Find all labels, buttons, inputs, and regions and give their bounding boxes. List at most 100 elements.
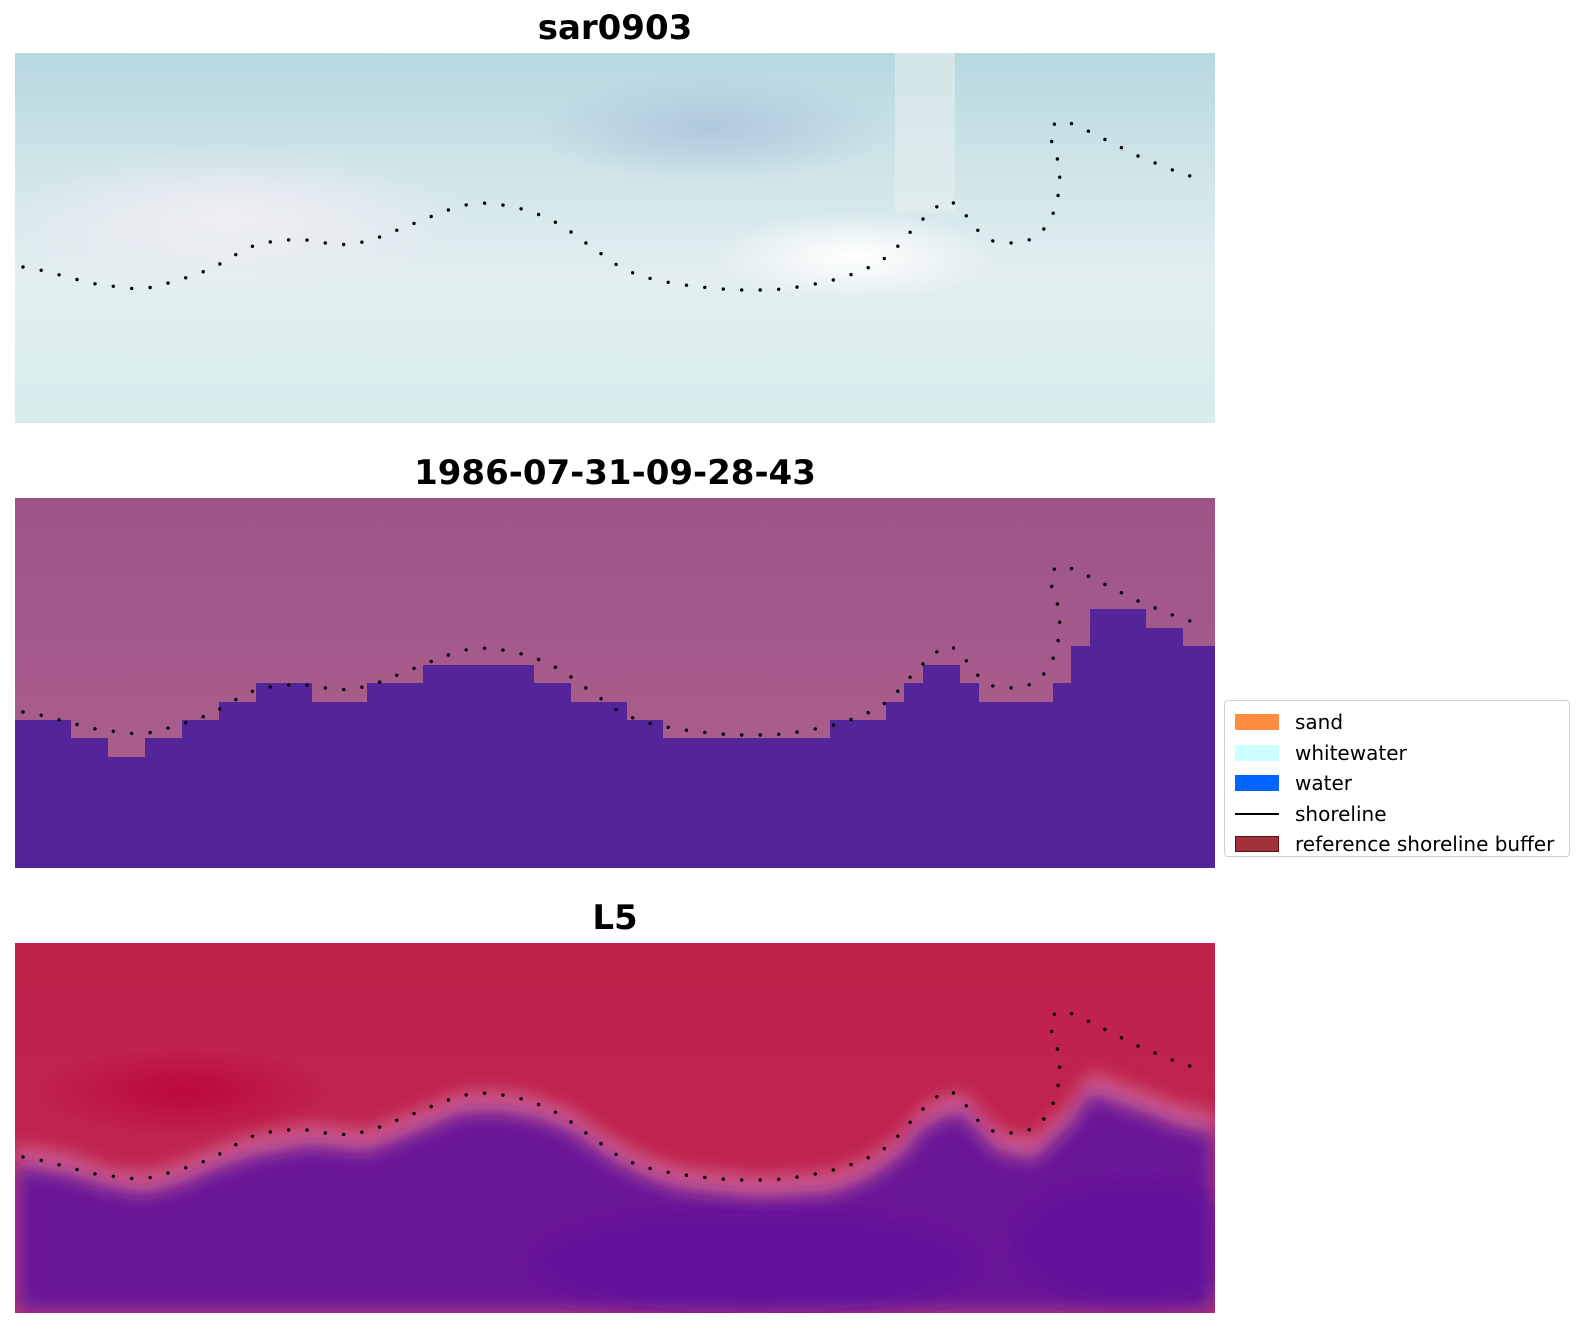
shoreline-dot <box>148 730 152 735</box>
shoreline-dot <box>412 666 416 671</box>
shoreline-dot <box>614 262 618 267</box>
shoreline-dot <box>1052 122 1057 126</box>
shoreline-dot <box>935 205 939 209</box>
shoreline-dots <box>21 566 1192 737</box>
shoreline-dot <box>1058 175 1062 179</box>
shoreline-dot <box>166 1171 170 1175</box>
shoreline-dot <box>813 727 817 731</box>
shoreline-dot <box>1136 1044 1140 1048</box>
shoreline-dot <box>323 1131 327 1135</box>
shoreline-dot <box>553 220 558 224</box>
shoreline-dot <box>1051 1101 1055 1105</box>
shoreline-dot <box>130 1176 134 1181</box>
shoreline-dot <box>896 689 900 693</box>
shoreline-dot <box>250 1134 255 1138</box>
shoreline-dot <box>234 1142 238 1147</box>
shoreline-dot <box>1042 672 1046 676</box>
shoreline-dot <box>1042 227 1046 231</box>
shoreline-dot <box>991 1129 995 1133</box>
shoreline-dot <box>569 230 573 234</box>
legend-item-whitewater: whitewater <box>1235 738 1559 769</box>
shoreline-dot <box>218 1152 222 1156</box>
shoreline-dot <box>1069 121 1074 126</box>
shoreline-dot <box>721 732 725 736</box>
shoreline-dot <box>684 283 689 287</box>
shoreline-dot <box>896 1134 900 1138</box>
shoreline-dot <box>740 733 744 737</box>
shoreline-dot <box>964 214 968 218</box>
shoreline-dot <box>519 652 523 656</box>
shoreline-dot <box>360 240 364 244</box>
shoreline-dot <box>1188 1064 1192 1068</box>
shoreline-dot <box>908 230 912 234</box>
water-region <box>15 609 1215 868</box>
shoreline-dot <box>395 1118 399 1122</box>
shoreline-dot <box>482 201 487 205</box>
shoreline-dot <box>377 235 382 239</box>
rgb-image-panel <box>15 53 1215 423</box>
shoreline-dot <box>1153 606 1157 610</box>
classified-image-panel <box>15 498 1215 868</box>
shoreline-dot <box>286 683 291 687</box>
shoreline-dot <box>75 722 79 727</box>
shoreline-dot <box>377 680 382 684</box>
shoreline-dot <box>39 1158 43 1162</box>
shoreline-dot <box>758 733 762 737</box>
shoreline-dot <box>377 1125 382 1129</box>
shoreline-dot <box>1056 1083 1060 1088</box>
shoreline-dot <box>234 252 238 257</box>
shoreline-dot <box>866 266 870 270</box>
shoreline-dot <box>1086 129 1091 133</box>
shoreline-dot <box>684 728 689 732</box>
shoreline-dot <box>1069 1011 1074 1016</box>
shoreline-dot <box>21 1155 25 1159</box>
shoreline-dot <box>446 1098 451 1102</box>
shoreline-dot <box>1050 1029 1054 1034</box>
shoreline-dot <box>866 711 870 715</box>
shoreline-dot <box>666 725 670 729</box>
shoreline-dot <box>184 276 188 280</box>
shoreline-dot <box>758 288 762 292</box>
shoreline-dot <box>599 697 603 701</box>
shoreline-dot <box>1188 619 1192 623</box>
shoreline-dot <box>740 288 744 292</box>
shoreline-dot <box>896 244 900 248</box>
shoreline-dot <box>951 646 956 650</box>
shoreline-dot <box>166 281 170 285</box>
shoreline-dot <box>268 1130 272 1134</box>
shoreline-dot <box>599 1142 603 1146</box>
shoreline-dot <box>323 686 327 690</box>
shoreline-dot <box>1055 1047 1060 1051</box>
shoreline-dots <box>21 121 1192 292</box>
legend-label: water <box>1295 771 1352 796</box>
shoreline-dot <box>1103 582 1107 587</box>
shoreline-dot <box>305 1128 309 1132</box>
shoreline-dot <box>777 1177 781 1181</box>
shoreline-dot <box>721 287 725 291</box>
shoreline-dot <box>630 271 635 275</box>
shoreline-dot <box>1050 139 1054 144</box>
shoreline-dot <box>286 1128 291 1132</box>
shoreline-dot <box>849 717 853 722</box>
shoreline-dot <box>111 284 116 288</box>
shoreline-dot <box>584 686 588 690</box>
shoreline-dot <box>412 221 416 226</box>
shoreline-dot <box>1051 211 1055 215</box>
shoreline-dot <box>951 201 956 205</box>
shoreline-dot <box>991 684 995 688</box>
shoreline-dot <box>1136 599 1140 603</box>
shoreline-dot <box>148 285 152 290</box>
shoreline-dot <box>630 716 635 720</box>
shoreline-dot <box>630 1161 635 1165</box>
legend-swatch <box>1235 775 1279 792</box>
panel-title-date: 1986-07-31-09-28-43 <box>414 453 816 493</box>
shoreline-dot <box>482 1091 487 1095</box>
legend-label: sand <box>1295 710 1344 735</box>
shoreline-dot <box>758 1178 762 1182</box>
shoreline-dot <box>360 685 364 689</box>
shoreline-dot <box>1103 1027 1107 1032</box>
shoreline-dot <box>795 1175 799 1179</box>
shoreline-dot <box>831 723 835 727</box>
shoreline-dot <box>1009 241 1013 245</box>
shoreline-dot <box>201 1160 205 1164</box>
